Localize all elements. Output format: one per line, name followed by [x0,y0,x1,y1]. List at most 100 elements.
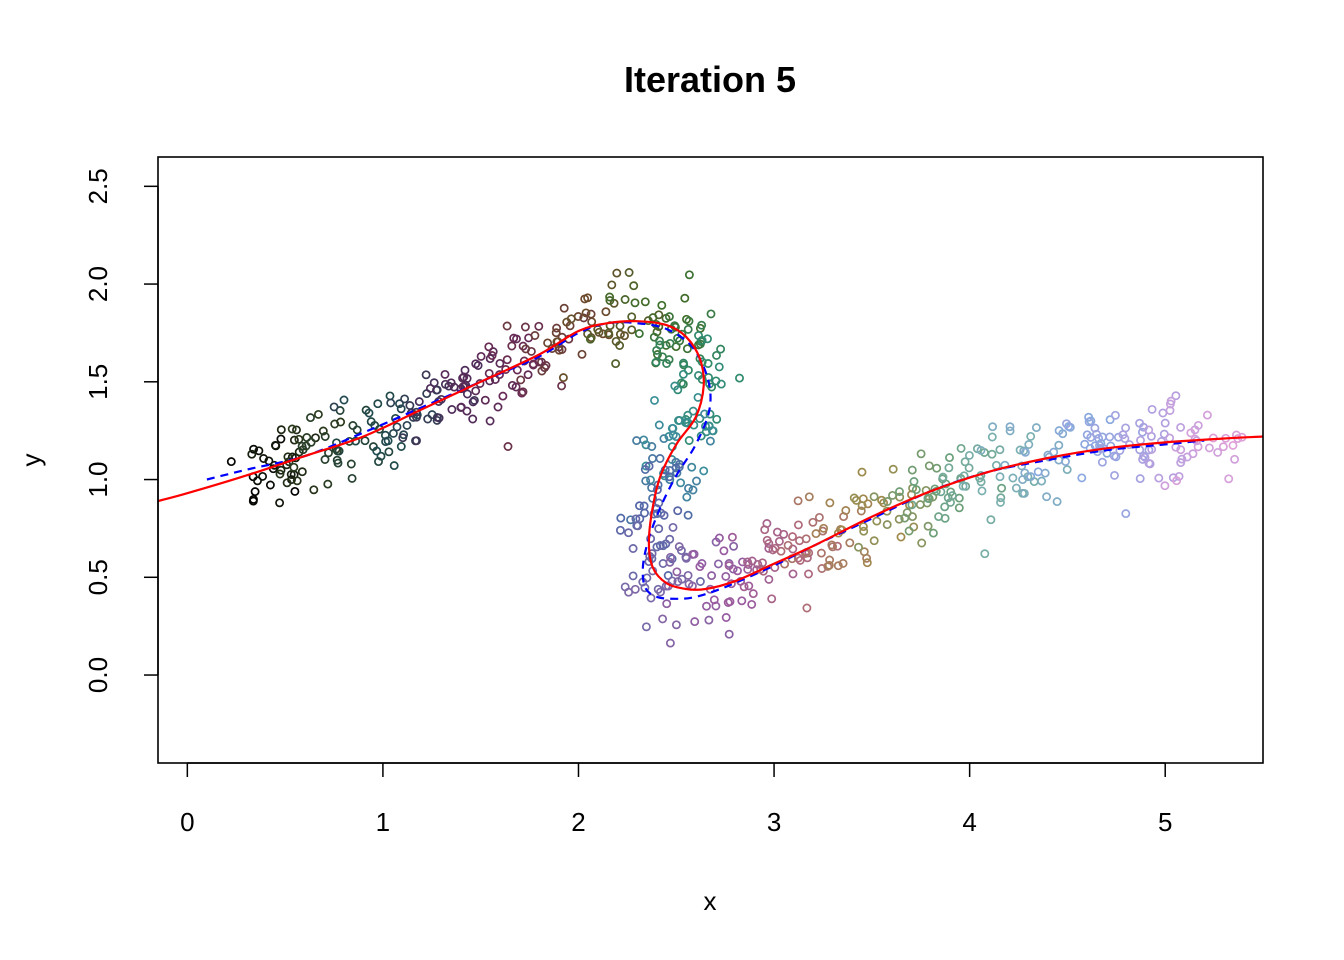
data-point [688,406,698,416]
data-point [659,434,669,444]
x-tick-label: 0 [180,807,194,837]
data-point [675,415,684,425]
data-point [289,435,299,445]
data-point [468,397,478,407]
x-tick-label: 4 [962,807,976,837]
data-point [954,503,964,513]
points-layer [226,268,1247,648]
data-point [699,466,709,476]
data-point [915,500,925,510]
data-point [856,506,866,516]
data-point [760,525,770,535]
data-point [289,462,299,472]
data-point [995,445,1005,455]
data-point [587,317,597,327]
data-point [634,329,644,339]
data-point [577,349,587,359]
data-point [869,492,879,502]
data-point [665,557,675,567]
data-point [739,582,749,592]
y-axis: 0.0 0.5 1.0 1.5 2.0 2.5 [83,168,159,693]
data-point [656,587,665,597]
data-point [780,559,790,569]
data-point [1084,412,1094,422]
data-point [249,444,259,454]
data-point [1140,452,1150,462]
data-point [793,553,803,563]
data-point [697,320,707,330]
data-point [779,529,789,539]
data-point [704,615,714,625]
data-point [909,522,919,532]
data-point [615,329,625,339]
data-point [654,524,664,534]
data-point [709,595,719,605]
data-point [838,558,848,568]
data-point [1084,417,1094,427]
data-point [372,446,382,456]
data-point [859,526,869,536]
data-point [1171,391,1181,401]
data-point [520,322,530,332]
data-point [373,399,383,409]
data-point [352,425,362,435]
data-point [733,566,742,576]
data-point [664,312,674,322]
data-point [923,521,933,531]
data-point [1042,492,1052,502]
data-point [615,321,625,331]
data-point [551,328,561,338]
data-point [423,414,433,424]
data-point [896,532,906,542]
data-point [297,467,307,477]
data-point [469,395,479,405]
data-point [689,549,699,559]
data-point [1080,439,1090,449]
data-point [1019,488,1029,498]
data-point [986,515,996,525]
data-point [655,336,664,346]
x-tick-label: 1 [376,807,390,837]
data-point [1008,473,1018,483]
data-point [964,450,974,460]
data-point [1176,422,1186,432]
data-point [605,292,615,302]
data-point [1230,454,1240,464]
data-point [938,472,948,482]
data-point [858,522,868,532]
data-point [648,493,658,503]
data-point [630,584,640,594]
data-point [258,471,268,481]
data-point [376,451,386,461]
data-point [620,295,630,304]
data-point [447,405,457,414]
data-point [579,313,589,323]
data-point [662,359,672,368]
data-point [1160,481,1170,491]
data-point [658,352,667,362]
data-point [945,453,954,463]
data-point [679,358,688,368]
data-point [1165,433,1175,443]
data-point [1077,473,1087,483]
data-point [641,461,651,471]
data-point [306,413,315,423]
data-point [714,362,724,372]
data-point [671,463,681,473]
data-point [808,517,818,527]
data-point [713,559,723,569]
data-point [804,569,813,579]
data-point [987,449,997,459]
data-point [841,506,851,515]
data-point [694,371,703,380]
data-point [313,409,323,419]
data-point [1011,483,1021,493]
data-point [253,476,262,486]
data-point [764,574,774,584]
y-tick-label: 0.0 [83,657,113,693]
data-point [654,498,664,508]
data-point [719,546,729,556]
data-point [748,589,758,599]
data-point [680,293,690,303]
